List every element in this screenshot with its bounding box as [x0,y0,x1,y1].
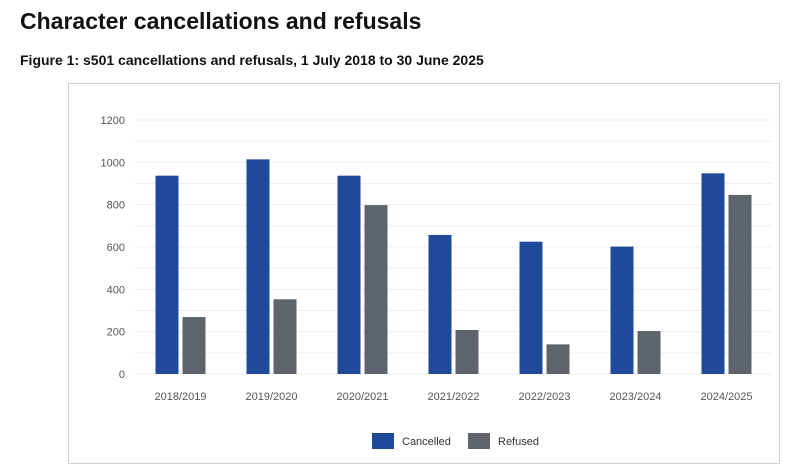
bar-refused [637,331,661,374]
x-tick-label: 2018/2019 [155,391,207,403]
bar-cancelled [701,173,725,374]
x-tick-label: 2019/2020 [246,391,298,403]
y-tick-label: 400 [107,284,125,296]
legend-label: Refused [498,436,539,448]
bar-cancelled [337,175,361,374]
figure-caption: Figure 1: s501 cancellations and refusal… [20,52,484,68]
y-tick-label: 0 [119,369,125,381]
bar-cancelled [610,246,634,374]
x-tick-label: 2024/2025 [701,391,753,403]
bar-refused [455,329,479,374]
bar-refused [728,194,752,374]
y-tick-label: 800 [107,200,125,212]
bar-cancelled [428,234,452,374]
x-tick-label: 2021/2022 [428,391,480,403]
bar-cancelled [519,241,543,374]
y-tick-label: 1000 [101,157,125,169]
x-tick-label: 2023/2024 [610,391,662,403]
bar-refused [546,344,570,374]
y-tick-label: 1200 [101,115,125,127]
x-tick-label: 2020/2021 [337,391,389,403]
bar-cancelled [155,175,179,374]
y-tick-label: 600 [107,242,125,254]
legend-swatch-cancelled [372,433,394,449]
legend-swatch-refused [468,433,490,449]
x-tick-label: 2022/2023 [519,391,571,403]
legend-label: Cancelled [402,436,451,448]
y-tick-label: 200 [107,327,125,339]
bar-refused [364,205,388,374]
chart-panel [68,83,780,464]
bar-refused [182,317,206,374]
bar-refused [273,299,297,374]
bar-cancelled [246,159,270,374]
page-title: Character cancellations and refusals [20,8,422,34]
